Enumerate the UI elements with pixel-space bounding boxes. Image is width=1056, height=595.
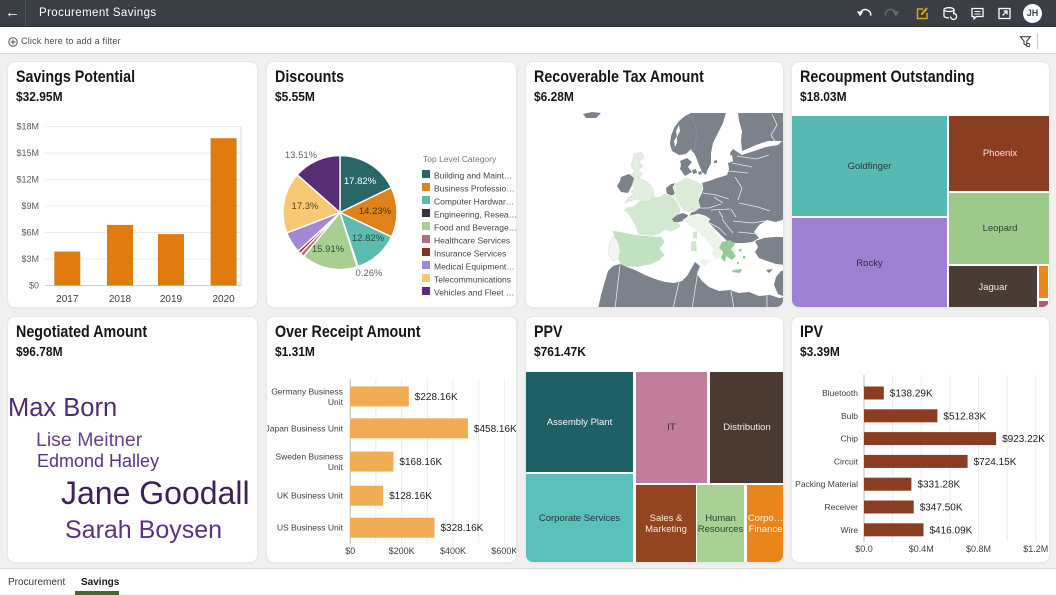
svg-text:$6M: $6M xyxy=(21,228,39,238)
svg-text:$328.16K: $328.16K xyxy=(441,523,484,534)
svg-text:Business Professio…: Business Professio… xyxy=(434,184,515,194)
svg-text:Computer Hardwar…: Computer Hardwar… xyxy=(434,197,514,207)
svg-text:$15M: $15M xyxy=(16,148,39,158)
svg-text:Unit: Unit xyxy=(328,397,344,407)
svg-text:$0.4M: $0.4M xyxy=(909,544,934,554)
svg-text:Germany Business: Germany Business xyxy=(271,386,343,396)
svg-text:Medical Equipment…: Medical Equipment… xyxy=(434,262,515,272)
svg-text:$923.22K: $923.22K xyxy=(1002,434,1045,445)
svg-text:$600K: $600K xyxy=(491,546,517,556)
svg-text:Unit: Unit xyxy=(328,462,344,472)
svg-text:$0.0: $0.0 xyxy=(855,544,873,554)
svg-text:Packing Material: Packing Material xyxy=(795,479,858,489)
svg-text:$400K: $400K xyxy=(440,546,466,556)
svg-text:Chip: Chip xyxy=(841,434,859,444)
svg-text:Sweden Business: Sweden Business xyxy=(275,452,343,462)
svg-text:Healthcare Services: Healthcare Services xyxy=(434,236,510,246)
svg-text:$0: $0 xyxy=(345,546,355,556)
svg-text:17.3%: 17.3% xyxy=(292,201,319,212)
svg-text:Insurance Services: Insurance Services xyxy=(434,249,506,259)
svg-text:15.91%: 15.91% xyxy=(312,244,345,255)
svg-text:Receiver: Receiver xyxy=(824,502,858,512)
svg-text:$128.16K: $128.16K xyxy=(389,491,432,502)
svg-text:$724.15K: $724.15K xyxy=(974,457,1017,468)
svg-text:$200K: $200K xyxy=(389,546,415,556)
svg-text:Bluetooth: Bluetooth xyxy=(822,388,858,398)
svg-text:$12M: $12M xyxy=(16,175,39,185)
svg-text:$347.50K: $347.50K xyxy=(920,503,963,514)
svg-text:13.51%: 13.51% xyxy=(285,150,318,161)
svg-text:2017: 2017 xyxy=(56,294,79,305)
svg-text:Food and Beverage…: Food and Beverage… xyxy=(434,223,517,233)
svg-text:$512.83K: $512.83K xyxy=(943,411,986,422)
svg-text:Japan Business Unit: Japan Business Unit xyxy=(267,423,344,433)
svg-text:Telecommunications: Telecommunications xyxy=(434,275,511,285)
svg-text:14.23%: 14.23% xyxy=(359,206,392,217)
svg-text:$138.29K: $138.29K xyxy=(890,389,933,400)
svg-text:2020: 2020 xyxy=(212,294,235,305)
svg-text:$0.8M: $0.8M xyxy=(966,544,991,554)
svg-text:$331.28K: $331.28K xyxy=(917,480,960,491)
svg-text:$18M: $18M xyxy=(16,122,39,132)
svg-text:$0: $0 xyxy=(29,281,39,291)
svg-text:2018: 2018 xyxy=(109,294,132,305)
svg-text:UK Business Unit: UK Business Unit xyxy=(277,491,344,501)
svg-text:Engineering, Resea…: Engineering, Resea… xyxy=(434,210,517,220)
svg-text:Vehicles and Fleet …: Vehicles and Fleet … xyxy=(434,288,514,298)
svg-text:$416.09K: $416.09K xyxy=(930,525,973,536)
svg-text:Bulb: Bulb xyxy=(841,411,858,421)
svg-text:Wire: Wire xyxy=(841,525,859,535)
svg-text:0.26%: 0.26% xyxy=(356,268,383,279)
svg-text:12.82%: 12.82% xyxy=(352,233,385,244)
svg-text:Circuit: Circuit xyxy=(834,456,859,466)
svg-text:$168.16K: $168.16K xyxy=(399,457,442,468)
svg-text:$458.16K: $458.16K xyxy=(474,424,517,435)
svg-text:$1.2M: $1.2M xyxy=(1023,544,1048,554)
svg-text:2019: 2019 xyxy=(160,294,183,305)
svg-text:Top Level Category: Top Level Category xyxy=(423,154,497,164)
svg-text:$9M: $9M xyxy=(21,201,39,211)
svg-text:$3M: $3M xyxy=(21,254,39,264)
svg-text:US Business Unit: US Business Unit xyxy=(277,523,344,533)
svg-text:17.82%: 17.82% xyxy=(344,176,377,187)
svg-text:Building and Maint…: Building and Maint… xyxy=(434,171,512,181)
svg-text:$228.16K: $228.16K xyxy=(415,392,458,403)
